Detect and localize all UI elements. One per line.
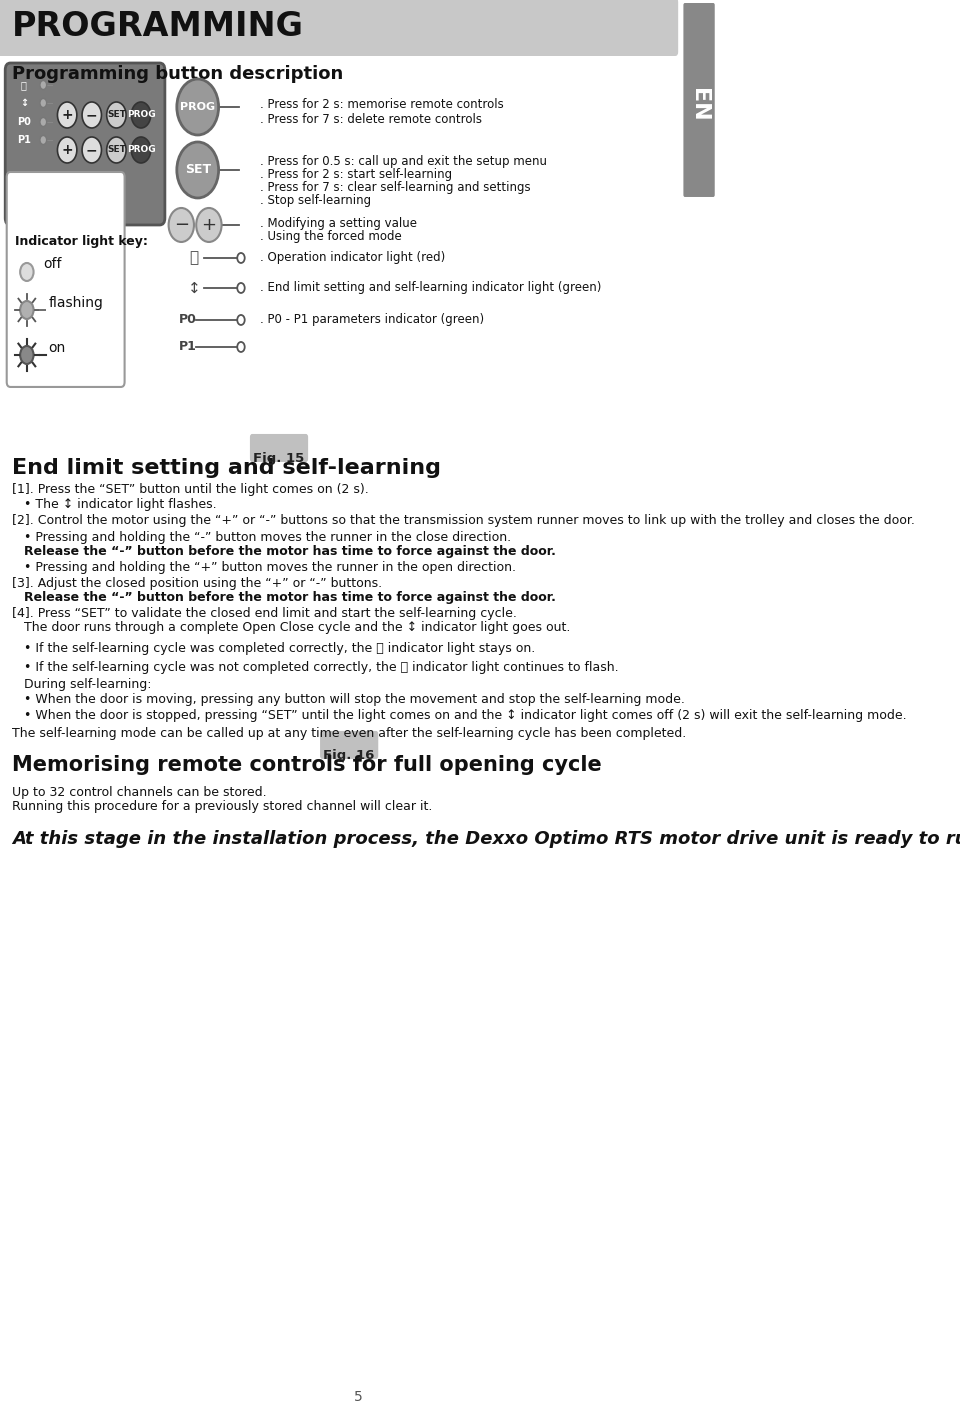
Circle shape [132,137,151,163]
Text: +: + [61,108,73,122]
Text: . Modifying a setting value: . Modifying a setting value [259,217,417,230]
Text: −: − [86,144,98,156]
Text: • When the door is moving, pressing any button will stop the movement and stop t: • When the door is moving, pressing any … [24,693,684,705]
Text: Fig. 16: Fig. 16 [324,749,374,762]
Text: +: + [61,144,73,156]
Text: P0: P0 [180,314,197,327]
Text: PROG: PROG [180,101,215,113]
Circle shape [40,99,47,107]
Text: . Press for 2 s: start self-learning: . Press for 2 s: start self-learning [259,168,452,182]
Text: . Press for 7 s: delete remote controls: . Press for 7 s: delete remote controls [259,113,482,125]
Text: . End limit setting and self-learning indicator light (green): . End limit setting and self-learning in… [259,282,601,294]
Circle shape [169,208,194,242]
Text: The self-learning mode can be called up at any time even after the self-learning: The self-learning mode can be called up … [12,727,686,741]
Circle shape [40,80,47,90]
Text: +: + [202,215,216,234]
Circle shape [196,208,222,242]
Circle shape [82,137,102,163]
Text: [3]. Adjust the closed position using the “+” or “-” buttons.: [3]. Adjust the closed position using th… [12,577,382,590]
Text: flashing: flashing [49,296,104,310]
Text: −: − [174,215,189,234]
Circle shape [58,137,77,163]
FancyBboxPatch shape [5,63,165,225]
Text: . Using the forced mode: . Using the forced mode [259,230,401,244]
Text: P1: P1 [180,341,197,353]
Text: Memorising remote controls for full opening cycle: Memorising remote controls for full open… [12,755,602,774]
Text: • The ↕ indicator light flashes.: • The ↕ indicator light flashes. [24,498,217,511]
Text: off: off [43,258,61,270]
Circle shape [107,137,126,163]
Text: SET: SET [107,110,126,120]
Text: PROGRAMMING: PROGRAMMING [12,10,304,44]
Circle shape [58,101,77,128]
Circle shape [177,79,219,135]
Text: . Press for 2 s: memorise remote controls: . Press for 2 s: memorise remote control… [259,99,503,111]
Text: • If the self-learning cycle was completed correctly, the ⏻ indicator light stay: • If the self-learning cycle was complet… [24,642,535,655]
Text: 5: 5 [353,1390,363,1404]
Text: . Stop self-learning: . Stop self-learning [259,194,371,207]
Text: [2]. Control the motor using the “+” or “-” buttons so that the transmission sys: [2]. Control the motor using the “+” or … [12,514,915,527]
Text: Up to 32 control channels can be stored.: Up to 32 control channels can be stored. [12,786,267,798]
Text: At this stage in the installation process, the Dexxo Optimo RTS motor drive unit: At this stage in the installation proces… [12,829,960,848]
Text: . Press for 0.5 s: call up and exit the setup menu: . Press for 0.5 s: call up and exit the … [259,155,546,168]
Text: [1]. Press the “SET” button until the light comes on (2 s).: [1]. Press the “SET” button until the li… [12,483,369,496]
Circle shape [132,101,151,128]
Text: on: on [49,341,65,355]
Circle shape [20,263,34,282]
Text: End limit setting and self-learning: End limit setting and self-learning [12,458,441,477]
Text: P0: P0 [17,117,31,127]
Text: −: − [86,108,98,122]
Text: ↕: ↕ [187,280,201,296]
Text: Fig. 15: Fig. 15 [253,452,304,465]
Text: Indicator light key:: Indicator light key: [15,235,148,248]
Text: During self-learning:: During self-learning: [24,677,152,691]
Text: Release the “-” button before the motor has time to force against the door.: Release the “-” button before the motor … [24,591,556,604]
Text: • When the door is stopped, pressing “SET” until the light comes on and the ↕ in: • When the door is stopped, pressing “SE… [24,710,906,722]
Text: EN: EN [689,89,709,122]
FancyBboxPatch shape [0,0,678,56]
Circle shape [20,301,34,320]
Circle shape [82,101,102,128]
Text: Release the “-” button before the motor has time to force against the door.: Release the “-” button before the motor … [24,545,556,558]
Text: • Pressing and holding the “+” button moves the runner in the open direction.: • Pressing and holding the “+” button mo… [24,560,516,574]
Text: ↕: ↕ [20,99,28,108]
FancyBboxPatch shape [684,3,715,197]
Text: The door runs through a complete Open Close cycle and the ↕ indicator light goes: The door runs through a complete Open Cl… [24,621,570,634]
FancyBboxPatch shape [320,731,378,759]
Circle shape [107,101,126,128]
Text: P1: P1 [17,135,31,145]
Circle shape [40,135,47,145]
Text: PROG: PROG [127,145,156,155]
Text: PROG: PROG [127,110,156,120]
Text: SET: SET [107,145,126,155]
Text: ⏻: ⏻ [21,80,27,90]
Text: [4]. Press “SET” to validate the closed end limit and start the self-learning cy: [4]. Press “SET” to validate the closed … [12,607,516,620]
Circle shape [20,346,34,363]
Text: • If the self-learning cycle was not completed correctly, the ⏻ indicator light : • If the self-learning cycle was not com… [24,660,618,674]
FancyBboxPatch shape [7,172,125,387]
Circle shape [177,142,219,199]
Text: Running this procedure for a previously stored channel will clear it.: Running this procedure for a previously … [12,800,432,812]
Text: . P0 - P1 parameters indicator (green): . P0 - P1 parameters indicator (green) [259,313,484,327]
FancyBboxPatch shape [250,434,308,462]
Text: . Press for 7 s: clear self-learning and settings: . Press for 7 s: clear self-learning and… [259,182,530,194]
Text: SET: SET [184,163,211,176]
Text: ⏻: ⏻ [189,251,199,266]
Text: • Pressing and holding the “-” button moves the runner in the close direction.: • Pressing and holding the “-” button mo… [24,531,511,543]
Text: Programming button description: Programming button description [12,65,343,83]
Circle shape [40,117,47,127]
Text: . Operation indicator light (red): . Operation indicator light (red) [259,251,444,263]
